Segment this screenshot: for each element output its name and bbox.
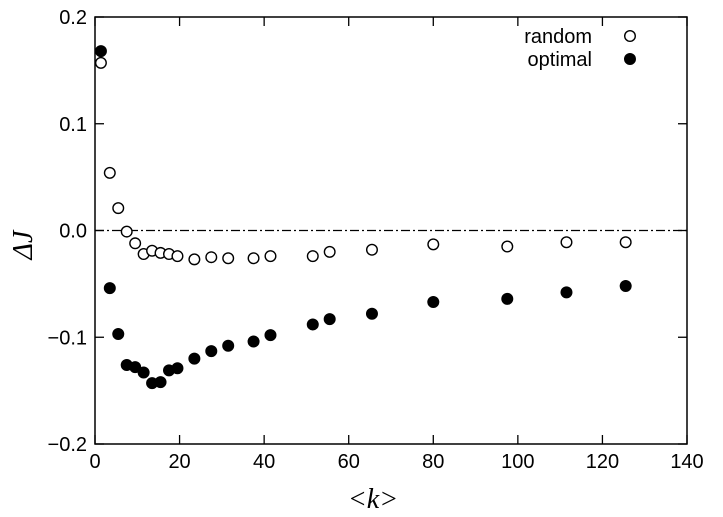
data-point-optimal — [427, 296, 440, 309]
data-point-optimal — [560, 286, 573, 299]
data-point-optimal — [306, 318, 319, 331]
data-point-optimal — [365, 307, 378, 320]
y-tick-label: 0.2 — [59, 7, 87, 29]
x-axis-label: <k> — [348, 484, 398, 515]
data-point-random — [501, 240, 514, 253]
data-point-optimal — [264, 329, 277, 342]
data-point-optimal — [154, 376, 167, 389]
y-tick-label: −0.1 — [48, 327, 87, 349]
data-point-random — [188, 253, 201, 266]
data-point-optimal — [137, 366, 150, 379]
data-markers — [94, 45, 632, 390]
data-point-random — [129, 237, 142, 250]
data-point-optimal — [129, 361, 142, 374]
data-point-random — [94, 56, 107, 69]
data-point-random — [264, 250, 277, 263]
x-tick-label: 140 — [670, 451, 703, 473]
legend-label-random: random — [524, 26, 592, 48]
data-point-optimal — [501, 292, 514, 305]
x-tick-label: 80 — [422, 451, 444, 473]
x-tick-label: 40 — [253, 451, 275, 473]
series-random — [94, 56, 632, 266]
legend-marker-random — [624, 30, 637, 43]
y-tick-label: 0.0 — [59, 221, 87, 243]
data-point-random — [112, 202, 125, 215]
data-point-random — [120, 225, 133, 238]
data-point-optimal — [619, 280, 632, 293]
x-tick-label: 120 — [586, 451, 619, 473]
data-point-random — [205, 251, 218, 264]
data-point-optimal — [205, 345, 218, 358]
data-point-random — [306, 250, 319, 263]
data-point-random — [365, 243, 378, 256]
tick-labels: 0 20 40 60 80 100 120 140 −0.2 −0.1 0.0 0.1 0.2 — [48, 7, 704, 473]
data-point-random — [222, 252, 235, 265]
data-point-optimal — [171, 362, 184, 375]
data-point-random — [323, 245, 336, 258]
data-point-optimal — [247, 335, 260, 348]
data-point-random — [171, 250, 184, 263]
data-point-random — [247, 252, 260, 265]
data-point-optimal — [112, 328, 125, 341]
legend-marker-optimal — [624, 53, 637, 66]
data-point-random — [619, 236, 632, 249]
data-point-optimal — [188, 352, 201, 365]
data-point-random — [560, 236, 573, 249]
plot-frame — [94, 16, 688, 445]
series-optimal — [94, 45, 632, 390]
x-tick-label: 60 — [338, 451, 360, 473]
x-tick-label: 20 — [168, 451, 190, 473]
x-tick-label: 0 — [89, 451, 100, 473]
x-tick-label: 100 — [501, 451, 534, 473]
data-point-optimal — [94, 45, 107, 58]
data-point-optimal — [222, 339, 235, 352]
data-point-optimal — [323, 313, 336, 326]
data-point-random — [427, 238, 440, 251]
legend-label-optimal: optimal — [528, 49, 592, 71]
data-point-optimal — [103, 282, 116, 295]
y-tick-label: −0.2 — [48, 434, 87, 456]
y-tick-label: 0.1 — [59, 114, 87, 136]
y-axis-label: ΔJ — [8, 229, 39, 260]
data-point-random — [103, 166, 116, 179]
